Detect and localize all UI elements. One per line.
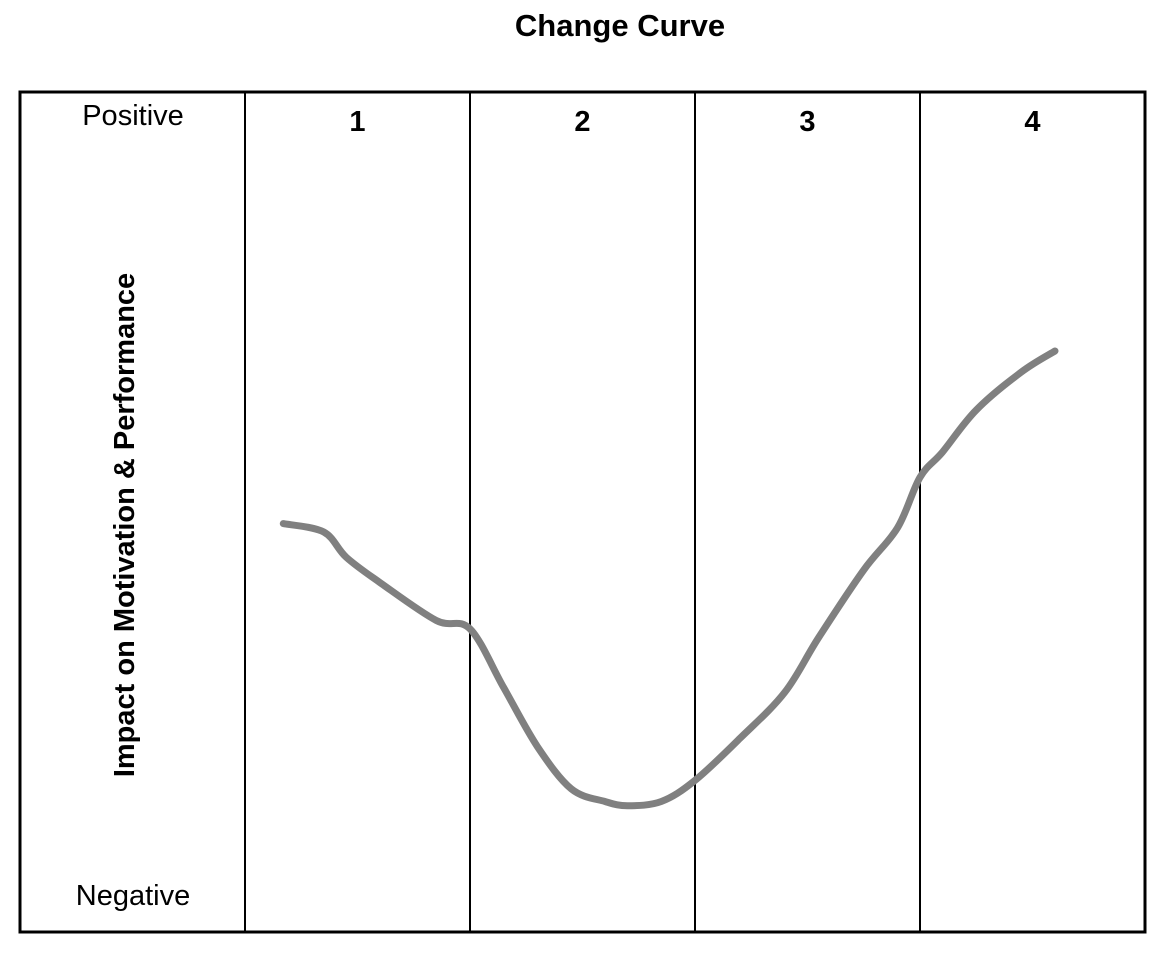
stage-label-2: 2 (574, 106, 590, 138)
stage-label-3: 3 (799, 106, 815, 138)
stage-label-1: 1 (349, 106, 365, 138)
stage-label-4: 4 (1024, 106, 1040, 138)
chart-border (18, 90, 1147, 934)
series-layer (279, 347, 1059, 810)
negative-label: Negative (76, 880, 190, 912)
chart-title: Change Curve (514, 8, 726, 43)
stage-labels: 1 2 3 4 (349, 106, 1040, 138)
y-axis-label: Impact on Motivation & Performance (109, 273, 141, 777)
positive-label: Positive (82, 100, 184, 132)
chart-frame (18, 90, 1147, 934)
change-curve-line (279, 347, 1059, 810)
